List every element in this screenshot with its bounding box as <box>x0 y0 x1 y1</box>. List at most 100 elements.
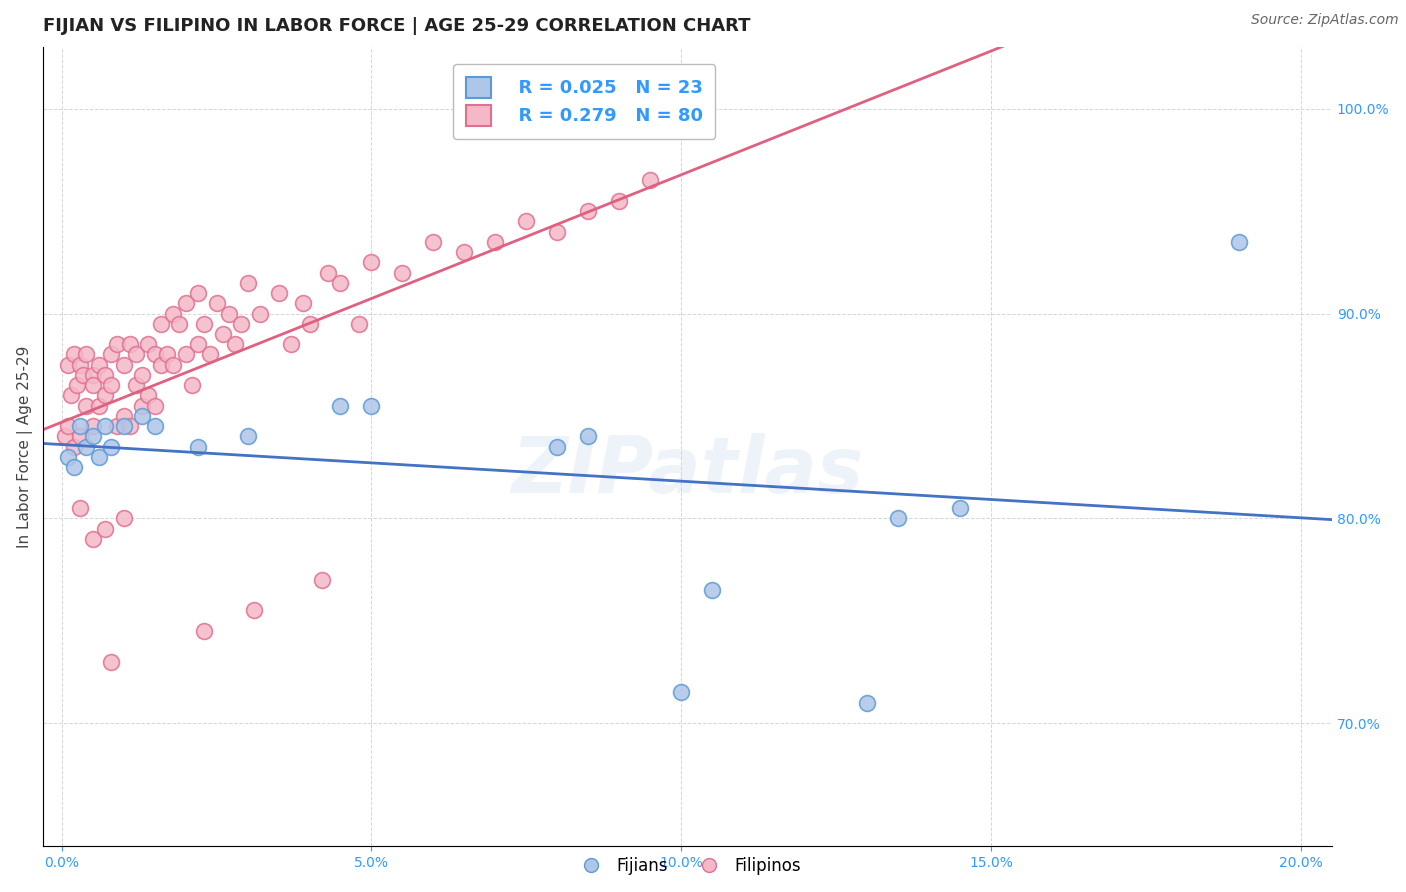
Point <box>112 419 135 434</box>
Point <box>702 582 724 597</box>
Point <box>576 429 599 443</box>
Text: Source: ZipAtlas.com: Source: ZipAtlas.com <box>1251 13 1399 28</box>
Point <box>515 214 537 228</box>
Point <box>82 429 104 443</box>
Point <box>211 326 233 341</box>
Point <box>82 368 104 382</box>
Point <box>311 573 333 587</box>
Point <box>949 501 972 516</box>
Point <box>56 419 79 434</box>
Point <box>422 235 444 249</box>
Point <box>112 511 135 525</box>
Point <box>298 317 321 331</box>
Point <box>162 306 184 320</box>
Point <box>1227 235 1250 249</box>
Point <box>107 337 129 351</box>
Point <box>112 409 135 423</box>
Legend: Fijians, Filipinos: Fijians, Filipinos <box>568 850 807 881</box>
Point <box>125 347 148 361</box>
Point <box>94 388 117 402</box>
Point <box>267 286 290 301</box>
Point <box>59 388 82 402</box>
Point <box>576 204 599 219</box>
Point <box>360 399 382 413</box>
Point <box>546 440 568 454</box>
Point <box>56 358 79 372</box>
Point <box>143 419 166 434</box>
Point <box>72 368 94 382</box>
Point <box>100 347 122 361</box>
Text: FIJIAN VS FILIPINO IN LABOR FORCE | AGE 25-29 CORRELATION CHART: FIJIAN VS FILIPINO IN LABOR FORCE | AGE … <box>44 17 751 35</box>
Y-axis label: In Labor Force | Age 25-29: In Labor Force | Age 25-29 <box>17 345 32 548</box>
Point <box>100 378 122 392</box>
Point <box>156 347 179 361</box>
Point <box>280 337 302 351</box>
Point <box>360 255 382 269</box>
Point <box>87 450 110 464</box>
Point <box>193 624 215 638</box>
Point <box>75 399 97 413</box>
Point <box>453 245 475 260</box>
Point <box>174 347 197 361</box>
Point <box>316 266 339 280</box>
Point <box>671 685 693 699</box>
Point <box>131 368 153 382</box>
Point <box>187 337 209 351</box>
Point <box>149 317 172 331</box>
Point <box>75 347 97 361</box>
Point <box>187 440 209 454</box>
Point <box>162 358 184 372</box>
Point <box>329 399 352 413</box>
Point <box>236 276 259 290</box>
Point <box>125 378 148 392</box>
Point <box>193 317 215 331</box>
Point <box>174 296 197 310</box>
Point <box>94 522 117 536</box>
Point <box>236 429 259 443</box>
Point <box>63 440 86 454</box>
Point <box>856 696 879 710</box>
Text: ZIPatlas: ZIPatlas <box>512 433 863 508</box>
Point <box>82 419 104 434</box>
Point <box>169 317 191 331</box>
Point <box>94 419 117 434</box>
Point <box>149 358 172 372</box>
Point <box>231 317 253 331</box>
Point <box>887 511 910 525</box>
Point <box>205 296 228 310</box>
Point <box>546 225 568 239</box>
Point <box>63 460 86 475</box>
Point <box>94 368 117 382</box>
Point <box>100 440 122 454</box>
Point <box>187 286 209 301</box>
Point <box>138 337 160 351</box>
Point <box>224 337 246 351</box>
Point <box>75 440 97 454</box>
Point <box>87 399 110 413</box>
Point <box>69 501 91 516</box>
Point <box>180 378 202 392</box>
Point <box>329 276 352 290</box>
Point <box>347 317 370 331</box>
Point <box>242 603 264 617</box>
Point <box>131 399 153 413</box>
Point <box>143 347 166 361</box>
Point <box>100 655 122 669</box>
Point <box>53 429 76 443</box>
Point <box>218 306 240 320</box>
Point <box>138 388 160 402</box>
Point <box>640 173 662 187</box>
Point <box>69 429 91 443</box>
Point <box>107 419 129 434</box>
Point <box>131 409 153 423</box>
Point <box>82 378 104 392</box>
Point <box>56 450 79 464</box>
Point <box>112 358 135 372</box>
Point <box>607 194 630 208</box>
Point <box>87 358 110 372</box>
Point <box>484 235 506 249</box>
Point <box>118 337 141 351</box>
Point <box>82 532 104 546</box>
Point <box>292 296 315 310</box>
Point <box>391 266 413 280</box>
